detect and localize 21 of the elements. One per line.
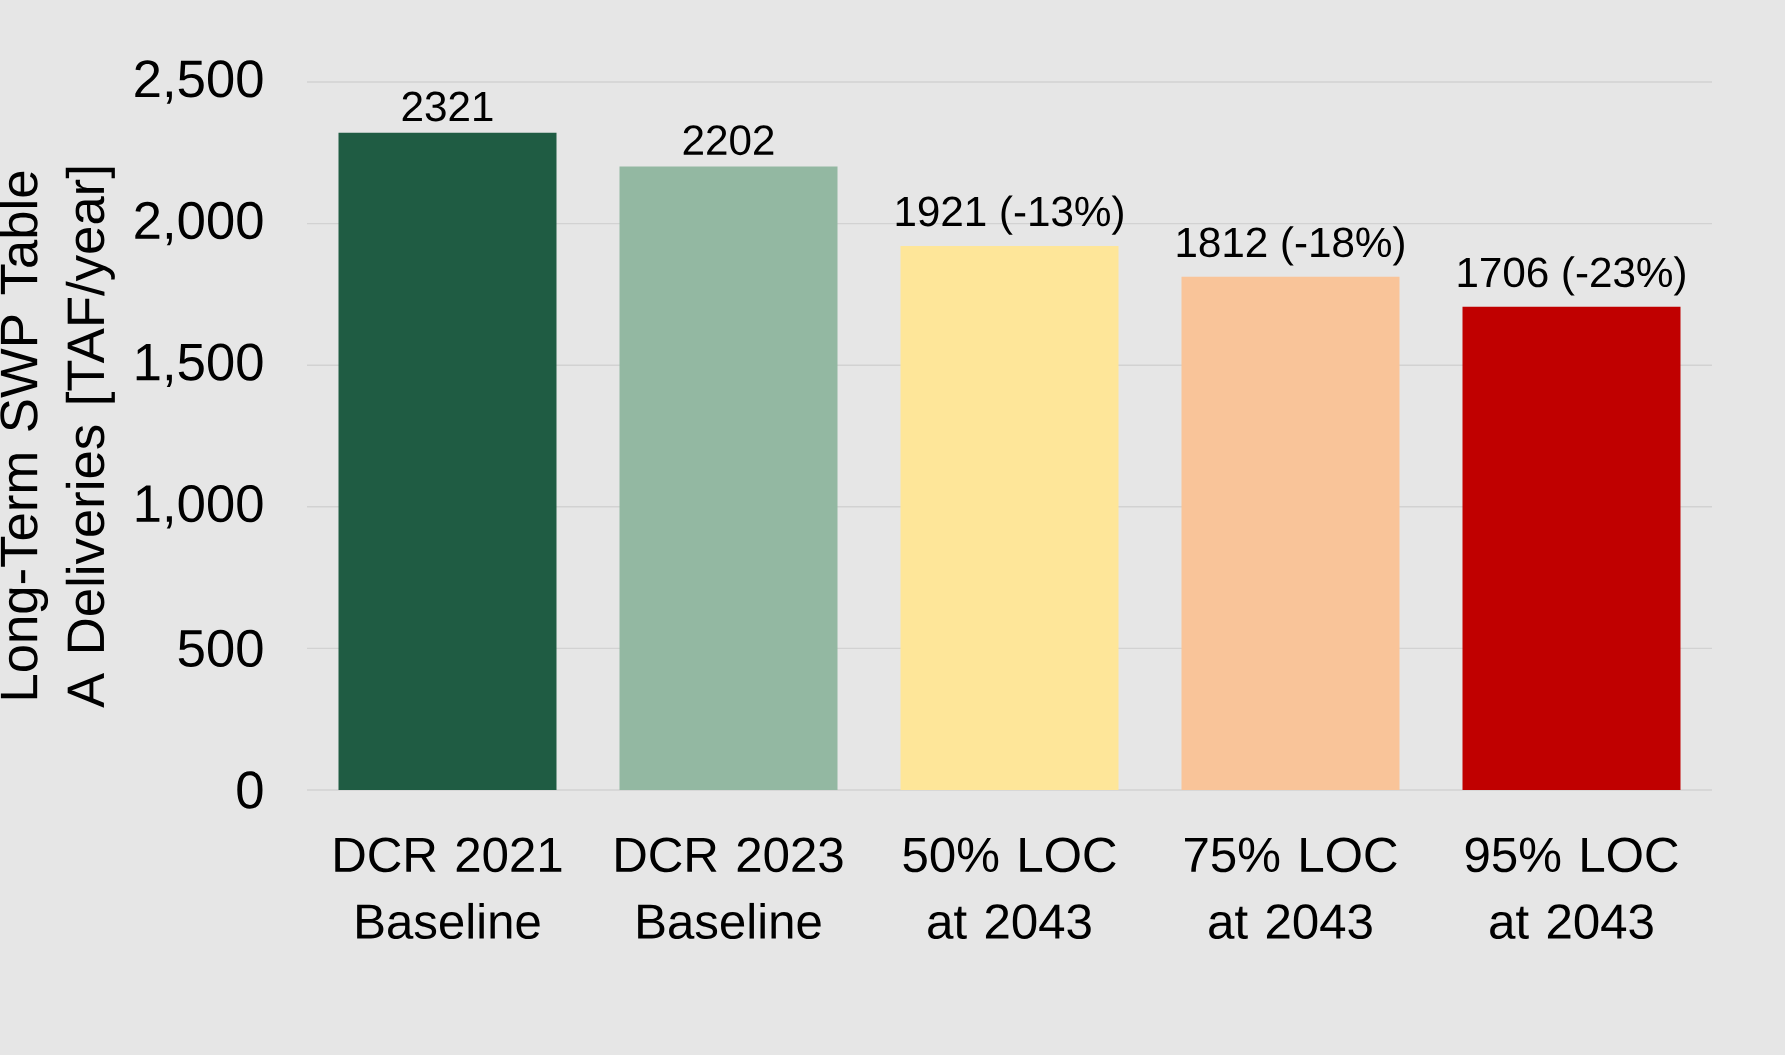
x-tick-label: 50% LOC at 2043	[903, 837, 1116, 940]
x-tick-label: 75% LOC at 2043	[1185, 837, 1397, 940]
y-tick-label: 500	[178, 629, 263, 668]
y-tick-label: 1,500	[136, 343, 263, 387]
data-label: 1921 (-13%)	[896, 195, 1123, 235]
x-tick-label: DCR 2021 Baseline	[335, 837, 562, 940]
bar	[619, 166, 838, 791]
y-tick-label: 1,000	[136, 485, 263, 529]
x-tick-label: 95% LOC at 2043	[1465, 837, 1678, 940]
y-tick-label: 2,000	[135, 201, 263, 246]
y-tick-label: 2,500	[135, 60, 263, 104]
data-label: 1706 (-23%)	[1458, 256, 1685, 296]
bar	[1462, 306, 1681, 791]
bar	[900, 245, 1119, 791]
data-label: 2321	[402, 91, 493, 122]
data-label: 2202	[683, 125, 774, 156]
bar	[1181, 276, 1400, 791]
x-tick-label: DCR 2023 Baseline	[616, 837, 843, 940]
y-tick-label: 0	[237, 771, 263, 809]
data-label: 1812 (-18%)	[1177, 226, 1404, 266]
bar	[338, 132, 557, 791]
